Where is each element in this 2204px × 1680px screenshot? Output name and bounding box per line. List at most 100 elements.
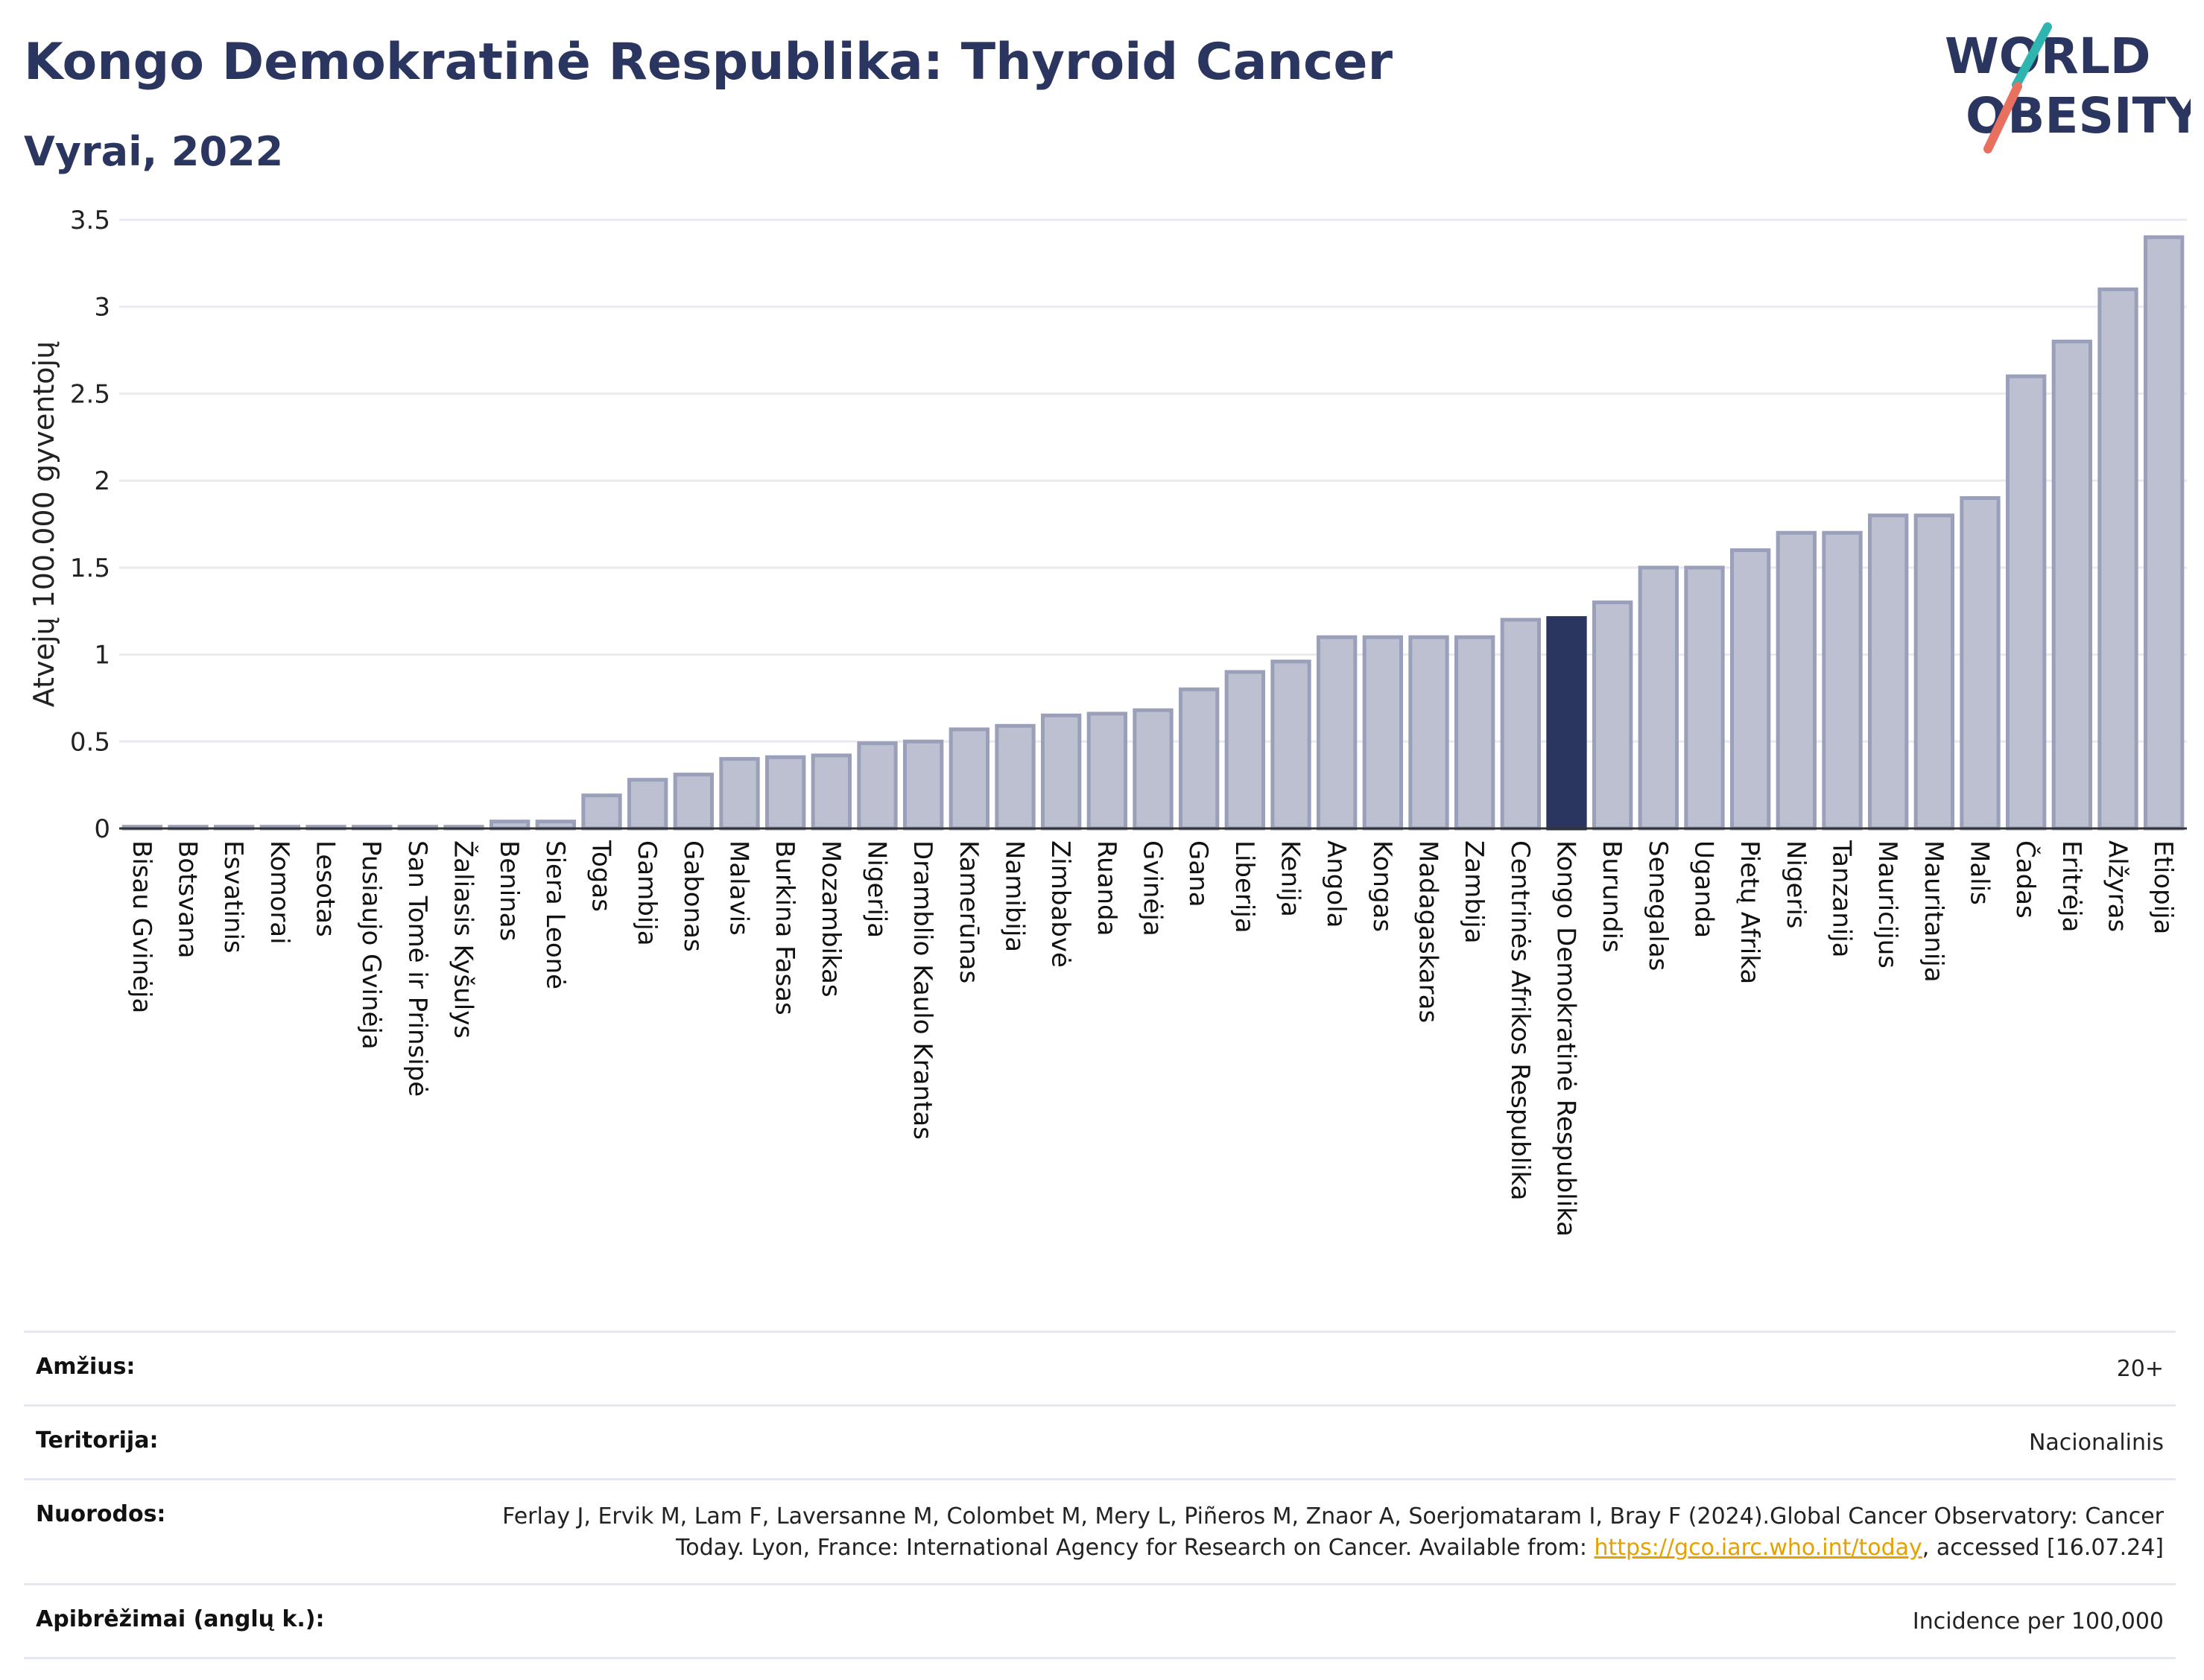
bar [2051,339,2093,831]
x-tick-label: Togas [586,840,616,912]
bar [1638,565,1679,831]
x-tick-label: Burkina Fasas [770,840,799,1015]
bar-chart: 0 0.5 1 1.5 2 2.5 3 3.5 Bisau Gvinėja Botsvana Es… [28,206,2187,1237]
x-tick-label: Botsvana [173,840,203,959]
bar [1454,635,1495,831]
details-value-age: 20+ [2116,1356,2164,1382]
bar [1500,618,1541,831]
bar [1041,713,1082,831]
bar [765,755,806,831]
y-axis-ticks: 0 0.5 1 1.5 2 2.5 3 3.5 [70,206,110,844]
logo-slash-top [2012,22,2052,89]
details-value-territory: Nacionalinis [2028,1430,2164,1456]
x-tick-label: Beninas [494,840,524,941]
x-tick-label: Nigeris [1781,840,1811,929]
x-tick-label: Esvatinis [218,840,248,954]
x-tick-label: Kongas [1367,840,1397,932]
y-tick-label: 2 [94,466,110,496]
x-tick-label: Gvinėja [1138,840,1168,936]
x-tick-label: Burundis [1597,840,1627,953]
x-tick-label: Pusiaujo Gvinėja [356,840,386,1050]
details-row-age: Amžius: 20+ [24,1331,2176,1404]
x-tick-label: Alžyras [2103,840,2132,932]
reference-text: Ferlay J, Ervik M, Lam F, Laversanne M, … [502,1503,2164,1561]
x-tick-label: Namibija [1000,840,1030,952]
reference-link[interactable]: https://gco.iarc.who.int/today [1594,1535,1922,1561]
bar [673,773,715,831]
x-tick-label: Žaliasis Kyšulys [449,840,479,1039]
x-tick-label: Uganda [1689,840,1719,938]
bar [1408,635,1449,831]
bar [581,793,622,831]
bar [949,727,989,831]
x-tick-label: Gabonas [678,840,708,952]
bar [1270,659,1311,831]
chart-title: Kongo Demokratinė Respublika: Thyroid Ca… [24,33,1393,92]
bar [1179,687,1220,831]
y-tick-label: 0.5 [70,727,110,757]
details-key-territory: Teritorija: [36,1427,159,1454]
x-tick-label: Tanzanija [1827,840,1857,957]
bar [1362,635,1403,831]
x-tick-label: Etiopija [2148,840,2178,934]
reference-accessed: , accessed [16.07.24] [1922,1535,2164,1561]
x-tick-label: Nigerija [862,840,892,938]
bar [1776,530,1817,831]
details-key-definitions: Apibrėžimai (anglų k.): [36,1606,325,1632]
bar [1960,495,2001,831]
bar [2006,374,2047,831]
bar [1868,513,1909,831]
x-tick-label: Malavis [724,840,754,936]
x-tick-label: Bisau Gvinėja [127,840,156,1013]
bar [1730,548,1771,831]
bar [2144,235,2185,831]
bar [811,753,852,831]
details-key-references: Nuorodos: [36,1501,166,1527]
details-value-definitions: Incidence per 100,000 [1912,1608,2164,1635]
y-tick-label: 1 [94,641,110,671]
logo-slash-bottom [1983,82,2022,153]
x-tick-label: Kamerūnas [954,840,984,983]
x-tick-label: Senegalas [1643,840,1673,971]
x-tick-label: Centrinės Afrikos Respublika [1505,840,1535,1200]
bar [1592,600,1633,831]
x-tick-label: Kongo Demokratinė Respublika [1551,840,1581,1237]
x-tick-label: Zambija [1459,840,1489,944]
x-tick-label: Čadas [2010,840,2041,919]
bars [121,235,2185,831]
bar [1317,635,1358,831]
bar [1224,670,1265,831]
y-tick-label: 3.5 [70,206,110,235]
details-row-territory: Teritorija: Nacionalinis [24,1404,2176,1478]
details-key-age: Amžius: [36,1354,136,1380]
bar [995,723,1036,831]
x-tick-label: Mozambikas [816,840,846,998]
x-tick-label: Angola [1321,840,1351,928]
y-tick-label: 2.5 [70,379,110,409]
y-axis-title: Atvejų 100.000 gyventojų [28,341,60,707]
bar [1684,565,1725,831]
x-tick-label: Zimbabvė [1045,840,1075,968]
x-tick-label: Eritrėja [2056,840,2086,932]
world-obesity-logo: WORLD OBESITY [1945,22,2191,153]
bar [2097,287,2138,831]
bar [719,757,760,831]
details-table: Amžius: 20+ Teritorija: Nacionalinis Nuo… [24,1331,2176,1659]
chart-subtitle: Vyrai, 2022 [24,128,284,175]
details-row-references: Nuorodos: Ferlay J, Ervik M, Lam F, Lave… [24,1478,2176,1583]
bar [903,739,944,831]
bar [1086,711,1127,831]
bar [857,741,898,831]
bar [1913,513,1955,831]
x-tick-label: Madagaskaras [1413,840,1443,1023]
x-tick-label: Kenija [1276,840,1305,917]
bar-highlighted [1546,616,1587,831]
y-tick-label: 0 [94,814,110,844]
details-value-references: Ferlay J, Ervik M, Lam F, Laversanne M, … [480,1501,2164,1564]
x-tick-label: Gana [1183,840,1213,907]
x-tick-label: Malis [1965,840,1995,905]
logo-word-world: WORLD [1945,28,2151,85]
x-tick-label: Gambija [632,840,662,946]
details-row-definitions: Apibrėžimai (anglų k.): Incidence per 10… [24,1583,2176,1659]
x-tick-label: Komorai [265,840,294,945]
